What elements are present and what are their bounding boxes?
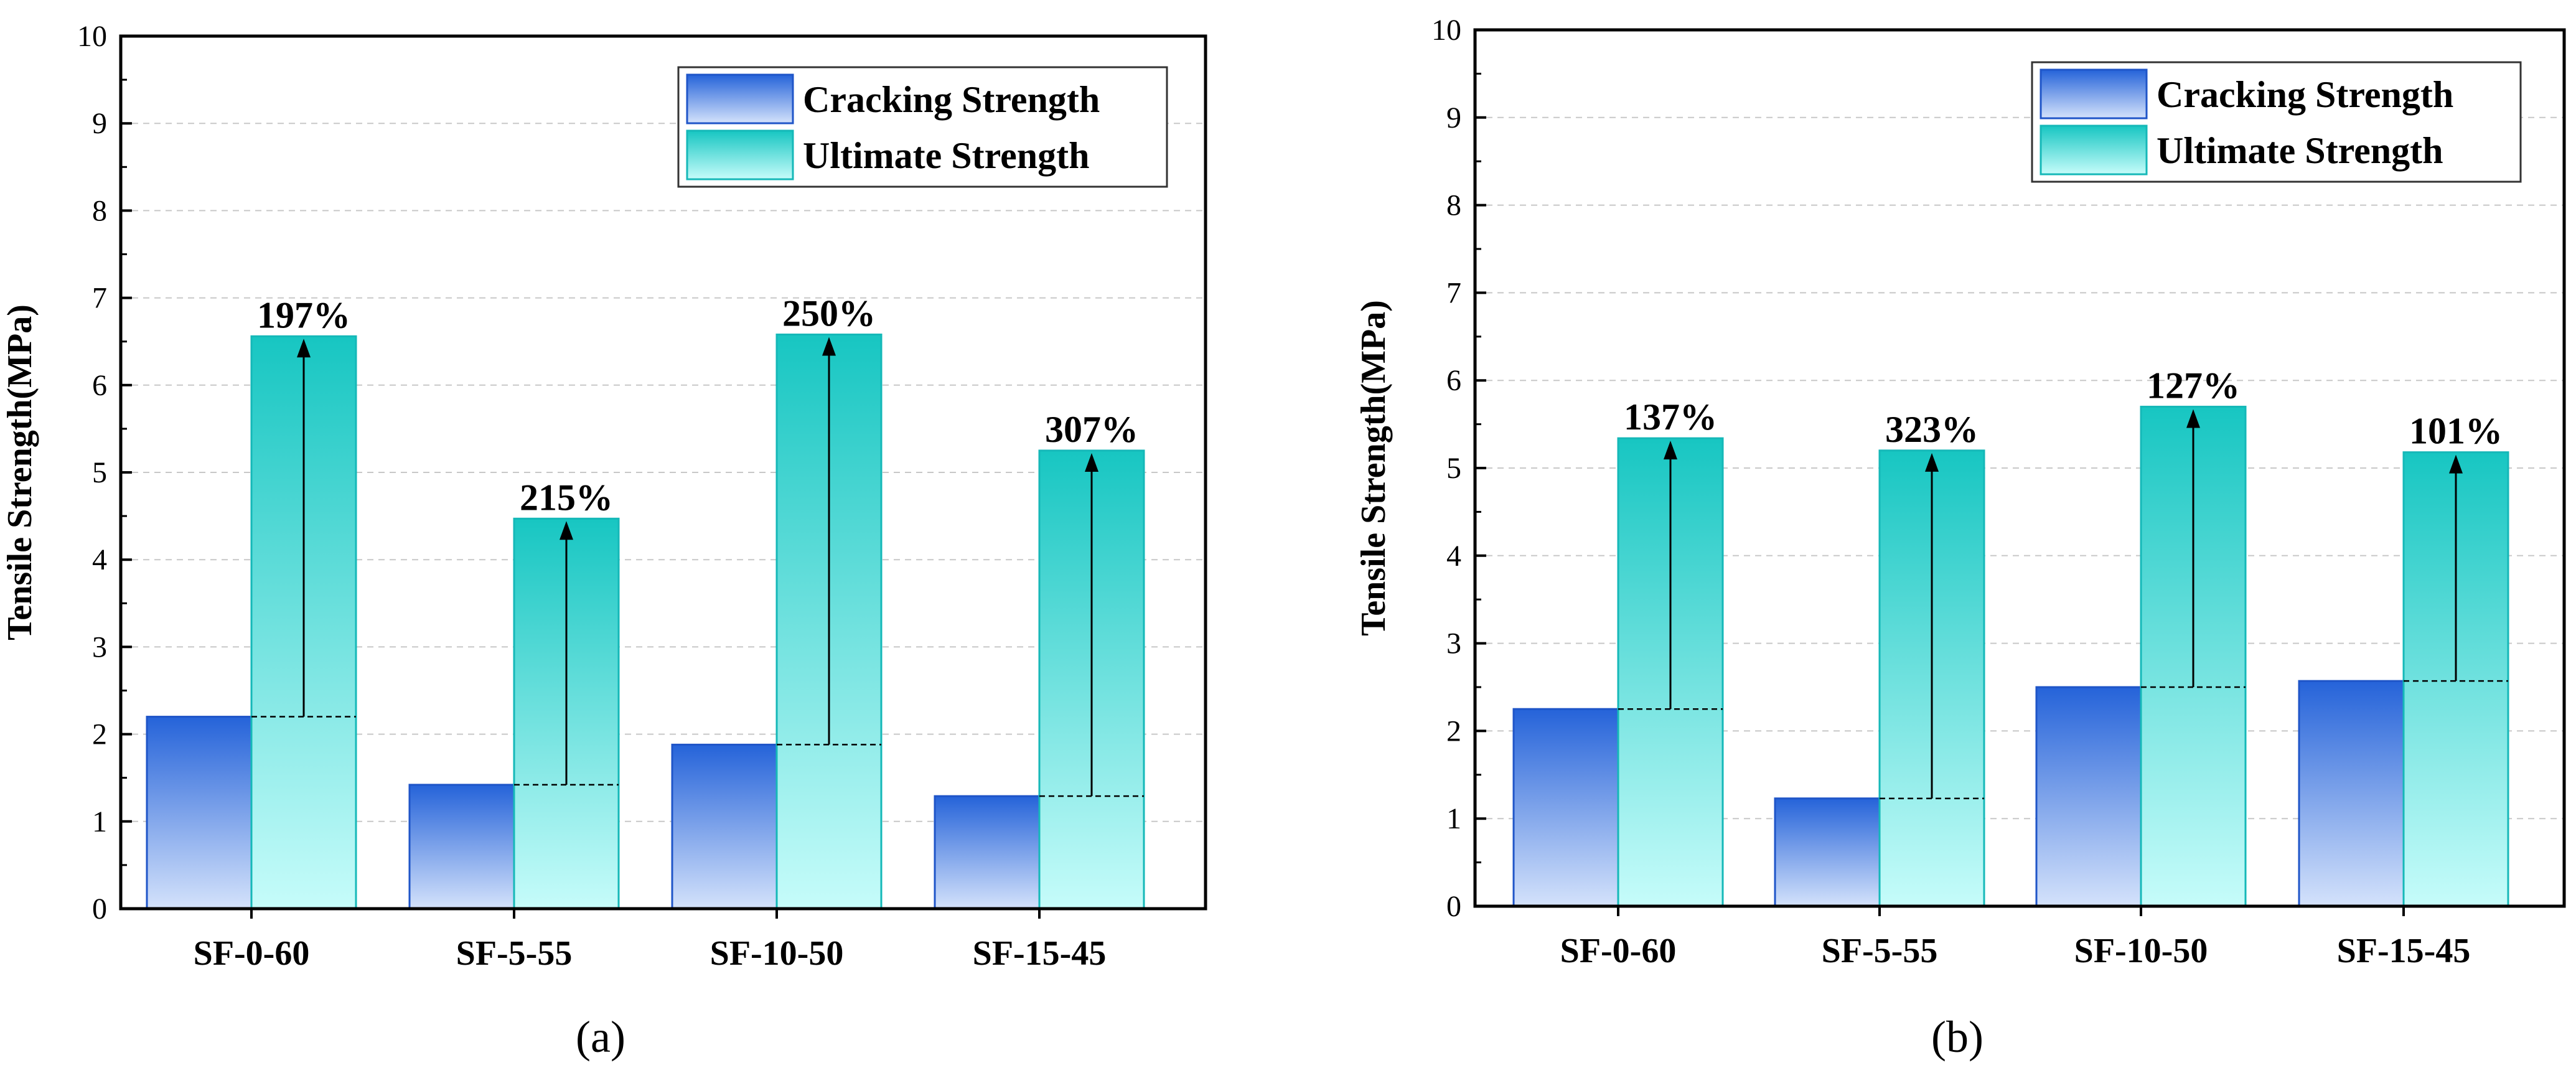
- y-tick-label: 6: [1446, 364, 1461, 397]
- legend: Cracking Strength Ultimate Strength: [677, 66, 1168, 188]
- legend-label-ultimate: Ultimate Strength: [2157, 130, 2443, 171]
- increase-percent-label: 127%: [2147, 365, 2240, 406]
- increase-percent-label: 323%: [1885, 409, 1979, 450]
- y-tick-label: 9: [92, 107, 107, 140]
- y-tick-label: 1: [1446, 802, 1461, 835]
- x-tick-label: SF-0-60: [1560, 932, 1677, 970]
- x-tick-label: SF-15-45: [973, 934, 1107, 973]
- y-tick-label: 1: [92, 805, 107, 838]
- legend-label-cracking: Cracking Strength: [803, 79, 1100, 120]
- increase-arrow-head: [297, 339, 311, 358]
- y-tick-label: 0: [92, 893, 107, 925]
- cracking-bar: [408, 784, 515, 910]
- cracking-bar: [671, 743, 778, 910]
- chart-panel-b: 137% SF-0-60 323% SF-5-55 127% SF-10-50 101% SF…: [1354, 14, 2566, 1062]
- y-tick-label: 10: [77, 20, 107, 53]
- legend-label-ultimate: Ultimate Strength: [803, 135, 1090, 176]
- chart-panel-a: 197% SF-0-60 215% SF-5-55 250% SF-10-50 307% SF…: [1, 20, 1207, 1062]
- y-tick-label: 4: [92, 543, 107, 576]
- legend-swatch-cracking: [686, 73, 794, 124]
- increase-percent-label: 250%: [782, 293, 876, 334]
- cracking-bar: [1774, 797, 1881, 907]
- y-tick-label: 7: [92, 282, 107, 315]
- cracking-bar: [146, 716, 253, 910]
- increase-arrow-head: [1664, 441, 1677, 460]
- panel-caption: (b): [1931, 1012, 1984, 1062]
- increase-percent-label: 137%: [1624, 396, 1717, 438]
- legend: Cracking Strength Ultimate Strength: [2031, 61, 2522, 183]
- x-tick-label: SF-5-55: [456, 934, 573, 973]
- legend-swatch-ultimate: [2040, 124, 2148, 176]
- y-tick-label: 7: [1446, 276, 1461, 309]
- increase-percent-label: 215%: [520, 477, 613, 518]
- increase-percent-label: 101%: [2409, 411, 2503, 452]
- panel-caption: (a): [576, 1012, 625, 1062]
- x-tick-label: SF-15-45: [2337, 932, 2471, 970]
- increase-percent-label: 307%: [1045, 409, 1138, 450]
- increase-arrow-head: [1925, 452, 1939, 472]
- cracking-bar: [934, 795, 1041, 910]
- legend-swatch-cracking: [2040, 68, 2148, 119]
- y-tick-label: 5: [92, 456, 107, 489]
- x-tick-label: SF-5-55: [1822, 932, 1938, 970]
- y-tick-label: 3: [1446, 627, 1461, 660]
- cracking-bar: [2035, 686, 2142, 907]
- y-tick-label: 8: [92, 194, 107, 227]
- increase-arrow-head: [560, 521, 573, 540]
- y-tick-label: 9: [1446, 101, 1461, 134]
- x-tick-label: SF-10-50: [710, 934, 844, 973]
- y-axis-title: Tensile Strength(MPa): [1, 304, 39, 640]
- increase-arrow-head: [1085, 452, 1098, 472]
- y-axis-title: Tensile Strength(MPa): [1354, 300, 1393, 636]
- cracking-bar: [1512, 708, 1619, 907]
- y-tick-label: 3: [92, 630, 107, 663]
- increase-arrow-head: [2186, 409, 2200, 428]
- y-tick-label: 0: [1446, 890, 1461, 923]
- y-tick-label: 6: [92, 369, 107, 402]
- y-tick-label: 10: [1431, 14, 1461, 47]
- y-tick-label: 8: [1446, 189, 1461, 222]
- increase-percent-label: 197%: [257, 294, 350, 335]
- cracking-bar: [2298, 680, 2405, 907]
- x-tick-label: SF-10-50: [2074, 932, 2208, 970]
- increase-arrow-head: [2449, 454, 2463, 474]
- increase-arrow-head: [822, 337, 836, 356]
- y-tick-label: 5: [1446, 452, 1461, 485]
- x-tick-label: SF-0-60: [194, 934, 310, 973]
- y-tick-label: 4: [1446, 540, 1461, 573]
- y-tick-label: 2: [1446, 715, 1461, 747]
- legend-swatch-ultimate: [686, 129, 794, 180]
- y-tick-label: 2: [92, 718, 107, 751]
- legend-label-cracking: Cracking Strength: [2157, 74, 2453, 115]
